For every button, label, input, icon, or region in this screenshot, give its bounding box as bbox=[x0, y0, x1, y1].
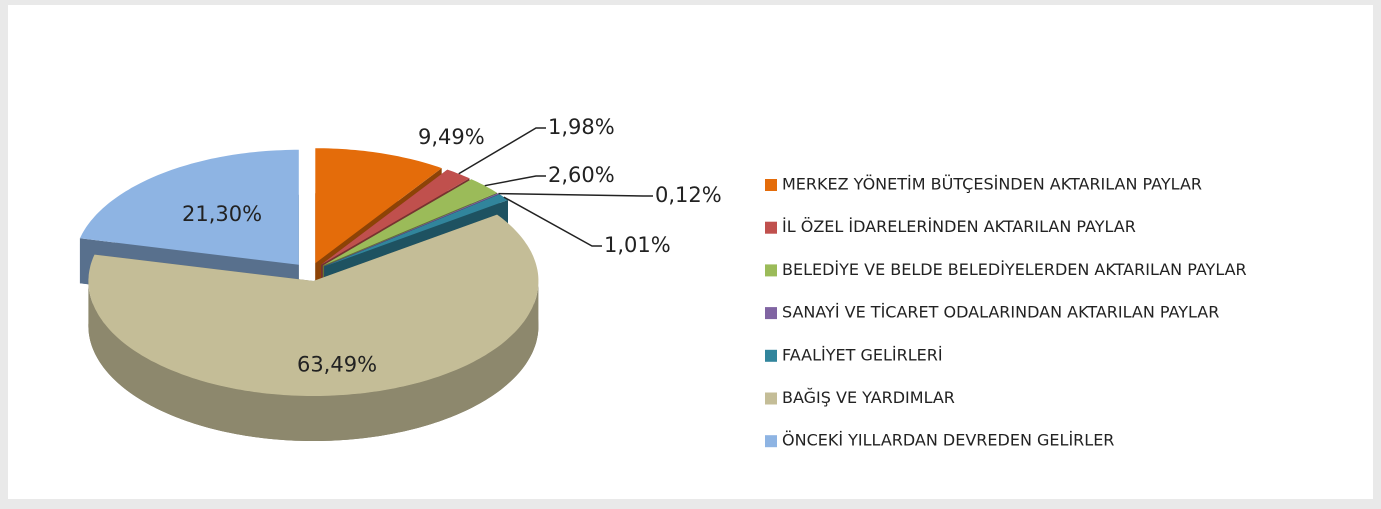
value-label: 1,98% bbox=[548, 115, 615, 139]
legend-swatch bbox=[765, 392, 777, 405]
legend-label: BAĞIŞ VE YARDIMLAR bbox=[782, 388, 955, 407]
value-label: 2,60% bbox=[548, 163, 615, 187]
legend-label: SANAYİ VE TİCARET ODALARINDAN AKTARILAN … bbox=[782, 303, 1219, 322]
legend-label: ÖNCEKİ YILLARDAN DEVREDEN GELİRLER bbox=[782, 431, 1114, 450]
leader-line bbox=[503, 196, 602, 247]
legend-label: İL ÖZEL İDARELERİNDEN AKTARILAN PAYLAR bbox=[782, 217, 1136, 236]
value-label: 9,49% bbox=[418, 125, 485, 149]
slice bbox=[315, 148, 442, 264]
slice bbox=[321, 169, 470, 265]
slice bbox=[324, 194, 508, 267]
value-label: 0,12% bbox=[655, 183, 722, 207]
legend-swatch bbox=[765, 435, 777, 448]
slice bbox=[322, 179, 497, 266]
value-label: 21,30% bbox=[182, 202, 262, 226]
value-label: 1,01% bbox=[604, 233, 671, 257]
leader-line bbox=[498, 192, 653, 197]
legend-label: BELEDİYE VE BELDE BELEDİYELERDEN AKTARIL… bbox=[782, 260, 1247, 279]
legend-swatch bbox=[765, 307, 777, 320]
legend-label: MERKEZ YÖNETİM BÜTÇESİNDEN AKTARILAN PAY… bbox=[782, 175, 1202, 194]
legend-swatch bbox=[765, 179, 777, 191]
leader-line bbox=[484, 175, 546, 187]
legend-swatch bbox=[765, 349, 777, 362]
legend-swatch bbox=[765, 221, 777, 234]
slice bbox=[324, 193, 499, 267]
slice-tops bbox=[79, 148, 539, 396]
legend-label: FAALİYET GELİRLERİ bbox=[782, 345, 943, 364]
slice-rim bbox=[88, 281, 539, 441]
value-label: 63,49% bbox=[297, 353, 377, 377]
legend-swatch bbox=[765, 264, 777, 277]
slice bbox=[79, 149, 299, 265]
leader-line bbox=[458, 127, 546, 175]
slice bbox=[88, 214, 539, 396]
